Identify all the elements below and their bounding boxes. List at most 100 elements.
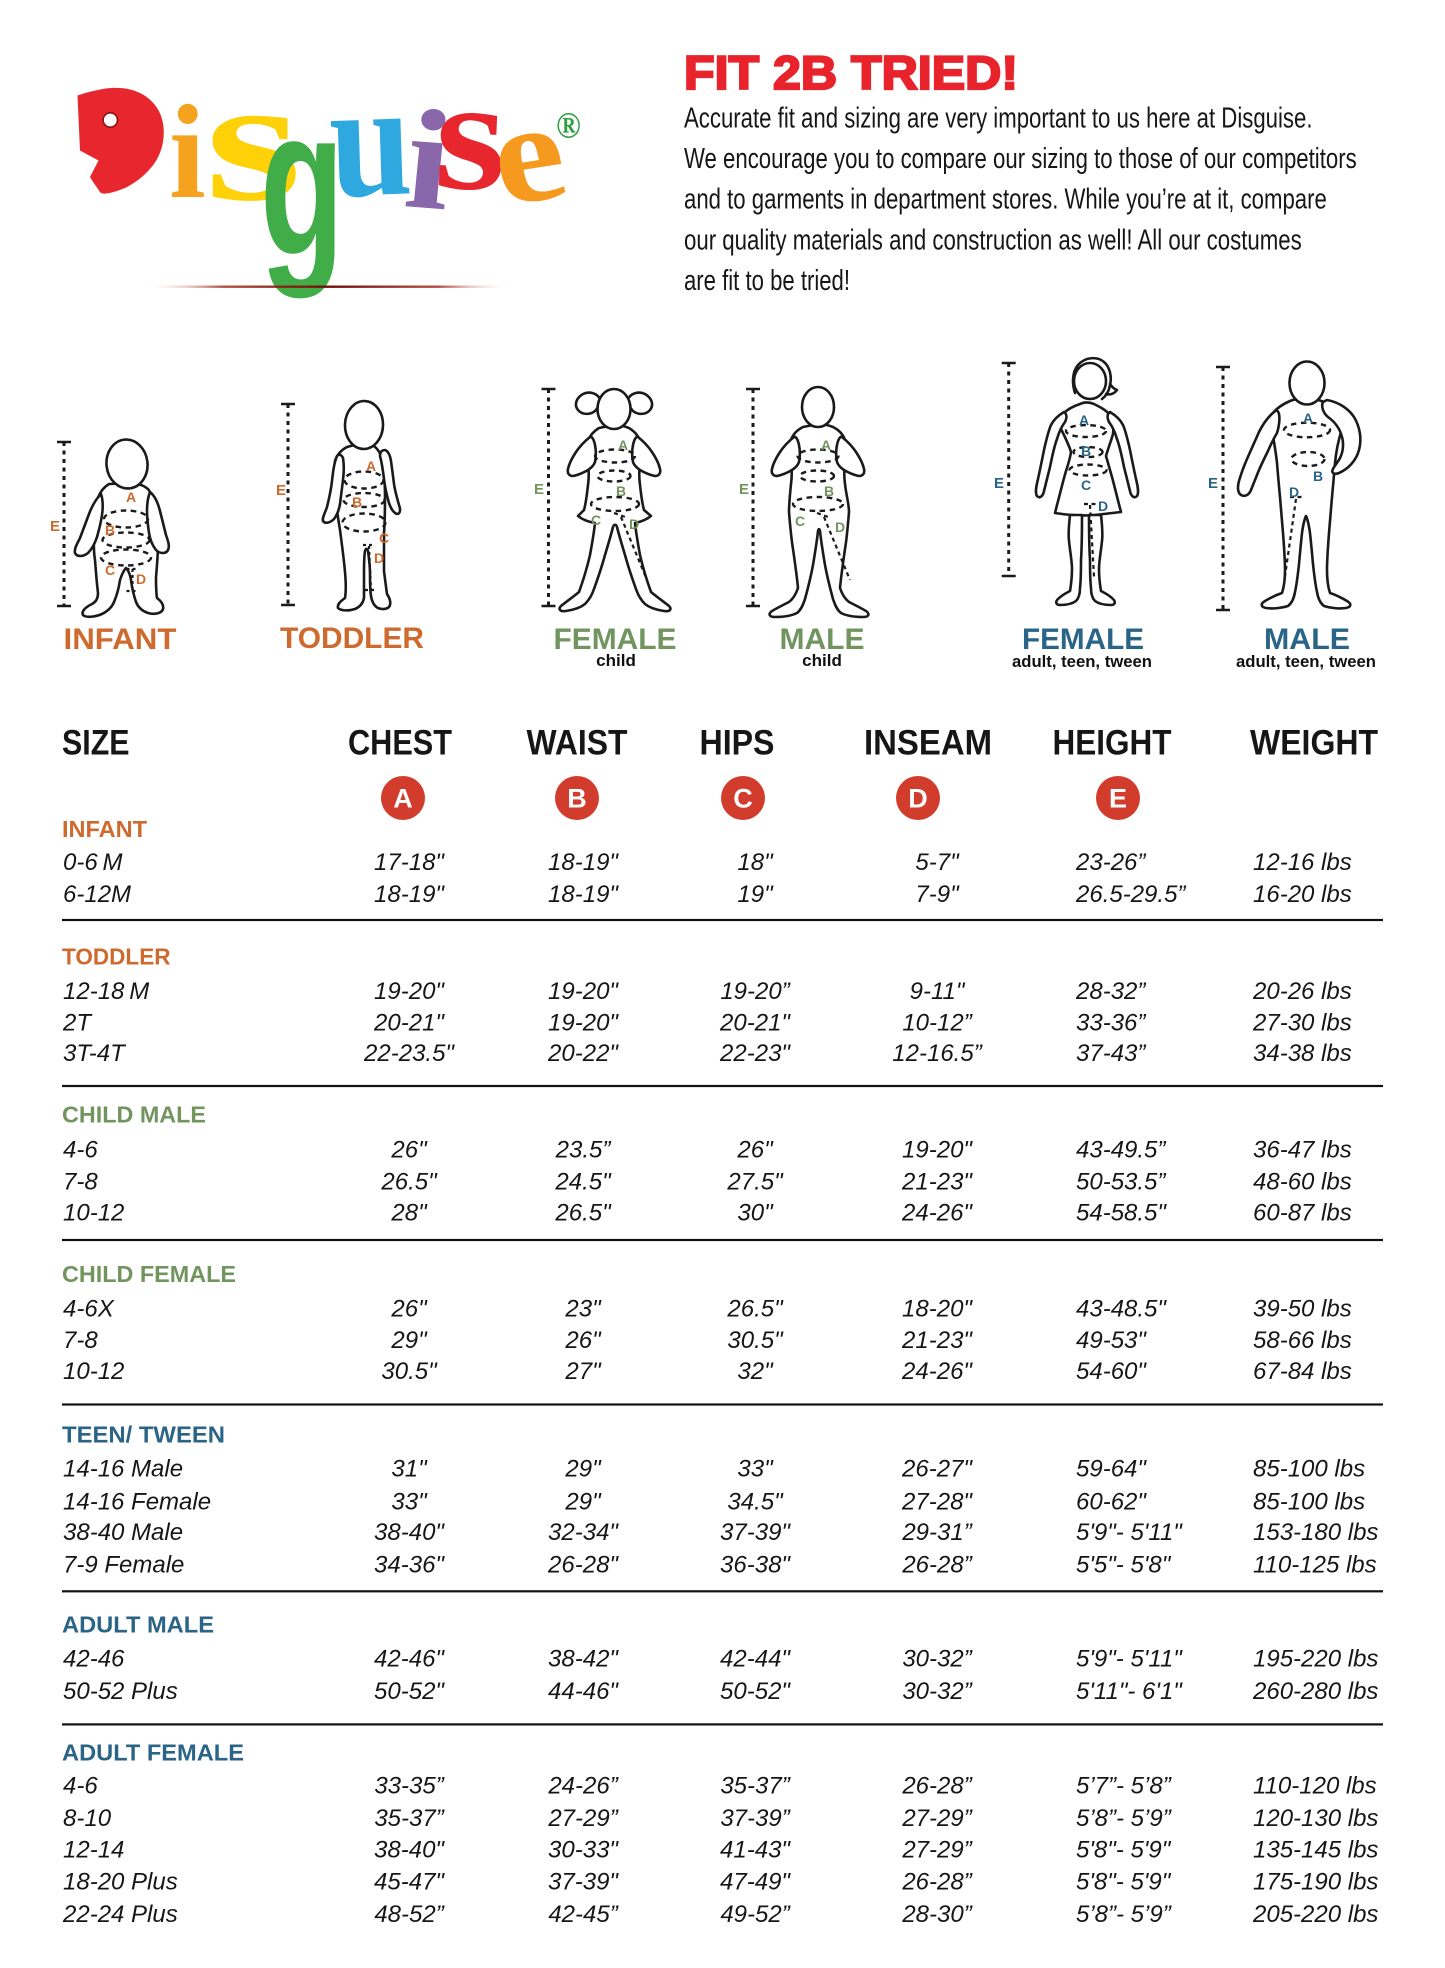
svg-text:C: C <box>733 784 753 814</box>
svg-text:26-28”: 26-28” <box>901 1773 972 1800</box>
svg-text:14-16 Female: 14-16 Female <box>63 1489 211 1516</box>
svg-text:18": 18" <box>737 849 774 876</box>
svg-text:12-16 lbs: 12-16 lbs <box>1253 849 1352 876</box>
svg-text:26": 26" <box>390 1296 428 1323</box>
svg-text:19-20": 19-20" <box>374 978 445 1005</box>
svg-text:adult, teen, tween: adult, teen, tween <box>1236 652 1376 671</box>
svg-text:32": 32" <box>737 1358 774 1385</box>
svg-text:0-6 M: 0-6 M <box>63 849 122 876</box>
svg-text:42-44": 42-44" <box>720 1646 791 1673</box>
svg-text:43-49.5”: 43-49.5” <box>1076 1137 1166 1164</box>
svg-text:49-53": 49-53" <box>1076 1327 1147 1354</box>
svg-text:38-40": 38-40" <box>374 1837 445 1864</box>
svg-text:28": 28" <box>390 1200 428 1227</box>
svg-text:and to garments in department: and to garments in department stores. Wh… <box>684 184 1327 216</box>
svg-text:38-42": 38-42" <box>548 1646 619 1673</box>
svg-text:26": 26" <box>736 1137 774 1164</box>
svg-text:23": 23" <box>564 1296 602 1323</box>
svg-text:60-87 lbs: 60-87 lbs <box>1253 1200 1352 1227</box>
svg-text:5'9"- 5'11": 5'9"- 5'11" <box>1076 1519 1183 1546</box>
svg-text:195-220 lbs: 195-220 lbs <box>1253 1646 1378 1673</box>
svg-text:45-47": 45-47" <box>374 1869 445 1896</box>
svg-text:4-6: 4-6 <box>63 1773 98 1800</box>
svg-text:19-20”: 19-20” <box>720 978 790 1005</box>
svg-text:27-28": 27-28" <box>901 1489 973 1516</box>
svg-text:37-39”: 37-39” <box>720 1805 790 1832</box>
svg-text:26.5": 26.5" <box>554 1200 612 1227</box>
svg-text:5'8"- 5'9": 5'8"- 5'9" <box>1076 1869 1172 1896</box>
svg-text:C: C <box>1081 477 1091 493</box>
svg-text:110-120 lbs: 110-120 lbs <box>1253 1773 1377 1800</box>
svg-text:30.5": 30.5" <box>727 1327 784 1354</box>
svg-text:54-60": 54-60" <box>1076 1358 1147 1385</box>
svg-text:34.5": 34.5" <box>727 1489 784 1516</box>
svg-text:A: A <box>1079 412 1089 428</box>
svg-text:We encourage you to compare ou: We encourage you to compare our sizing t… <box>684 143 1357 175</box>
svg-text:B: B <box>105 522 115 538</box>
svg-text:50-52": 50-52" <box>720 1678 791 1705</box>
svg-text:E: E <box>534 481 544 498</box>
svg-text:20-22": 20-22" <box>547 1040 619 1067</box>
svg-text:30-33": 30-33" <box>548 1837 619 1864</box>
svg-text:120-130 lbs: 120-130 lbs <box>1253 1805 1378 1832</box>
svg-text:our quality materials and cons: our quality materials and construction a… <box>684 224 1302 256</box>
svg-text:24.5": 24.5" <box>554 1169 612 1196</box>
svg-text:7-9 Female: 7-9 Female <box>63 1552 184 1579</box>
svg-text:28-30”: 28-30” <box>901 1901 972 1928</box>
svg-text:23.5”: 23.5” <box>555 1137 612 1164</box>
svg-text:A: A <box>126 489 136 505</box>
svg-text:5'9"- 5'11": 5'9"- 5'11" <box>1076 1646 1183 1673</box>
svg-text:67-84 lbs: 67-84 lbs <box>1253 1358 1352 1385</box>
svg-text:33-35”: 33-35” <box>374 1773 444 1800</box>
svg-text:24-26": 24-26" <box>901 1200 973 1227</box>
svg-text:D: D <box>835 519 845 535</box>
svg-text:E: E <box>739 481 749 498</box>
svg-text:21-23": 21-23" <box>901 1169 973 1196</box>
svg-text:E: E <box>1109 784 1127 814</box>
svg-text:27.5": 27.5" <box>726 1169 784 1196</box>
svg-text:TODDLER: TODDLER <box>280 622 424 655</box>
svg-text:ADULT FEMALE: ADULT FEMALE <box>62 1740 244 1766</box>
svg-text:are fit to be tried!: are fit to be tried! <box>684 265 850 297</box>
svg-text:17-18": 17-18" <box>374 849 445 876</box>
svg-text:B: B <box>352 494 362 510</box>
svg-text:D: D <box>908 784 928 814</box>
svg-text:20-21": 20-21" <box>719 1010 791 1037</box>
svg-text:19": 19" <box>737 881 774 908</box>
svg-text:26.5-29.5”: 26.5-29.5” <box>1075 881 1186 908</box>
svg-text:5’8”- 5’9”: 5’8”- 5’9” <box>1076 1805 1172 1832</box>
svg-text:34-38 lbs: 34-38 lbs <box>1253 1040 1352 1067</box>
svg-text:2T: 2T <box>62 1010 93 1037</box>
svg-text:37-39": 37-39" <box>720 1519 791 1546</box>
svg-text:18-19": 18-19" <box>374 881 445 908</box>
svg-text:7-8: 7-8 <box>63 1169 98 1196</box>
svg-text:27-29”: 27-29” <box>547 1805 618 1832</box>
svg-text:42-45”: 42-45” <box>548 1901 618 1928</box>
svg-text:31": 31" <box>391 1456 428 1483</box>
svg-text:24-26”: 24-26” <box>547 1773 618 1800</box>
svg-text:27-29”: 27-29” <box>901 1805 972 1832</box>
svg-text:A: A <box>618 437 628 453</box>
svg-text:ADULT MALE: ADULT MALE <box>62 1612 214 1638</box>
svg-text:18-19": 18-19" <box>548 849 619 876</box>
svg-text:22-24 Plus: 22-24 Plus <box>62 1901 178 1928</box>
svg-text:20-21": 20-21" <box>373 1010 445 1037</box>
svg-text:27": 27" <box>564 1358 602 1385</box>
svg-text:B: B <box>567 784 587 814</box>
svg-text:14-16 Male: 14-16 Male <box>63 1456 183 1483</box>
svg-text:50-53.5”: 50-53.5” <box>1076 1169 1166 1196</box>
svg-text:33-36”: 33-36” <box>1076 1010 1146 1037</box>
svg-text:19-20": 19-20" <box>548 978 619 1005</box>
svg-text:33": 33" <box>391 1489 428 1516</box>
svg-text:27-29”: 27-29” <box>901 1837 972 1864</box>
svg-text:85-100 lbs: 85-100 lbs <box>1253 1456 1365 1483</box>
svg-text:28-32”: 28-32” <box>1075 978 1146 1005</box>
svg-text:s: s <box>205 42 302 238</box>
svg-text:MALE: MALE <box>1264 623 1350 656</box>
svg-text:26-28”: 26-28” <box>901 1869 972 1896</box>
svg-text:g: g <box>260 65 344 299</box>
svg-text:5’8”- 5’9”: 5’8”- 5’9” <box>1076 1901 1172 1928</box>
svg-text:C: C <box>591 512 601 528</box>
svg-text:E: E <box>50 518 60 535</box>
svg-text:58-66 lbs: 58-66 lbs <box>1253 1327 1352 1354</box>
